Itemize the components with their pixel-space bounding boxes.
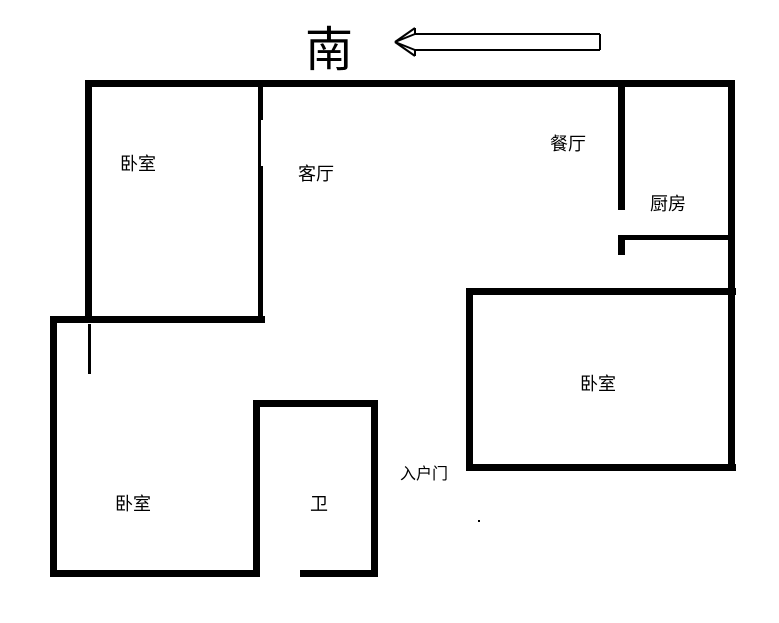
room-label-dining: 餐厅 [550,130,586,156]
wall-segment [50,316,57,576]
wall-segment [258,80,263,120]
wall-segment [466,288,736,295]
wall-segment [371,400,378,577]
wall-segment [85,80,735,87]
room-label-bedroom_sw: 卧室 [115,490,151,516]
room-label-living: 客厅 [298,160,334,186]
room-label-bedroom_nw: 卧室 [120,150,156,176]
room-label-entry: 入户门 [400,460,448,484]
wall-segment [618,80,625,210]
wall-segment [85,316,265,323]
room-label-bedroom_e: 卧室 [580,370,616,396]
wall-segment [466,464,736,471]
room-label-bath: 卫 [310,490,328,516]
door-line [258,120,261,166]
wall-segment [50,570,260,577]
wall-segment [618,235,625,255]
wall-segment [728,80,735,471]
room-label-kitchen: 厨房 [650,190,686,216]
wall-segment [253,400,260,577]
compass-direction-label: 南 [305,10,353,80]
door-line [88,324,91,374]
wall-segment [258,166,263,321]
wall-segment [85,80,92,320]
wall-segment [466,288,473,470]
wall-segment [618,235,735,240]
wall-segment [253,400,378,407]
reference-dot [478,520,480,522]
wall-segment [300,570,378,577]
compass-arrow-icon [390,22,610,62]
